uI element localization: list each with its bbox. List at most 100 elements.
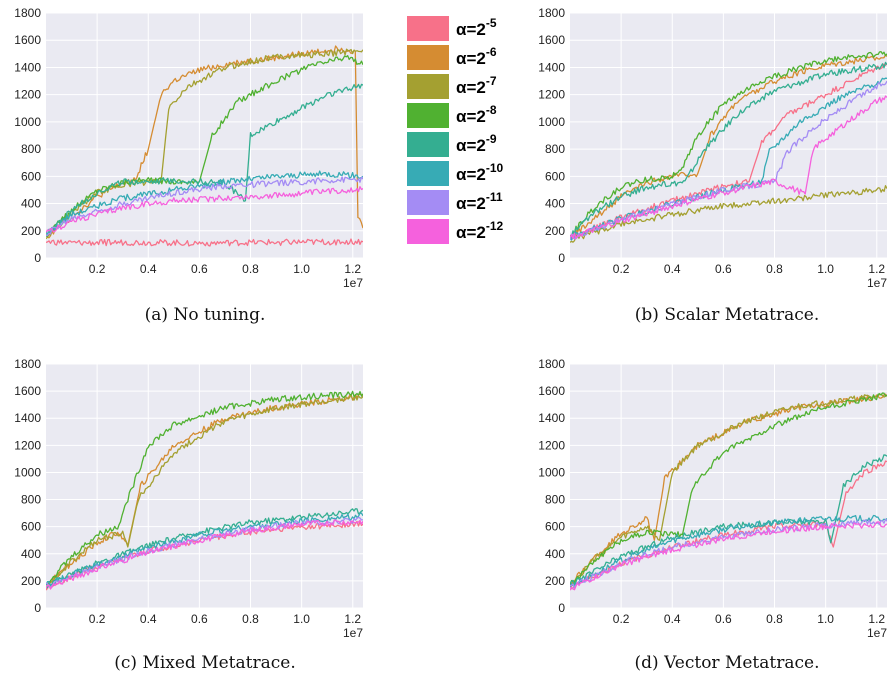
- y-tick-label: 800: [21, 493, 41, 507]
- chart-panel-d: 0 200 400 600 800 1000 1200 1400 1600 1800 0.2 0.4 0…: [538, 357, 887, 673]
- legend-swatch: [407, 132, 449, 157]
- y-tick-label: 1400: [538, 411, 565, 425]
- chart-panel-b: 0 200 400 600 800 1000 1200 1400 1600 1800 0.2 0.4 0…: [538, 6, 887, 325]
- series-line-2-7: [46, 394, 363, 589]
- series-line-2-8: [570, 50, 887, 238]
- y-tick-label: 800: [21, 142, 41, 156]
- y-tick-label: 1000: [538, 115, 565, 129]
- y-tick-label: 800: [545, 142, 565, 156]
- series-line-2-5: [46, 238, 363, 247]
- panel-caption: (b) Scalar Metatrace.: [635, 305, 819, 325]
- y-tick-label: 600: [545, 169, 565, 183]
- legend-swatch: [407, 161, 449, 186]
- series-line-2-9: [570, 61, 887, 240]
- y-tick-label: 1800: [14, 6, 41, 20]
- x-tick-label: 0.4: [664, 262, 681, 276]
- y-tick-label: 600: [21, 520, 41, 534]
- y-tick-label: 1800: [538, 357, 565, 371]
- y-tick-label: 1800: [538, 6, 565, 20]
- legend-swatch: [407, 219, 449, 244]
- y-tick-label: 1600: [14, 33, 41, 47]
- x-tick-label: 0.4: [140, 262, 157, 276]
- y-tick-label: 400: [545, 547, 565, 561]
- y-tick-label: 0: [34, 601, 41, 615]
- y-tick-label: 1200: [14, 438, 41, 452]
- y-tick-label: 600: [545, 520, 565, 534]
- x-tick-label: 0.2: [613, 612, 630, 626]
- y-tick-label: 200: [545, 574, 565, 588]
- y-tick-label: 1400: [14, 411, 41, 425]
- series-line-2-8: [46, 390, 363, 586]
- x-tick-label: 0.6: [715, 262, 732, 276]
- x-tick-label: 0.6: [715, 612, 732, 626]
- y-tick-label: 1600: [538, 33, 565, 47]
- panel-caption: (a) No tuning.: [145, 305, 266, 325]
- y-tick-label: 1000: [14, 465, 41, 479]
- legend: α=2-5 α=2-6 α=2-7 α=2-8 α=2-9 α=2-10 α=2-11 α=2…: [407, 16, 504, 244]
- x-tick-label: 0.6: [191, 262, 208, 276]
- legend-swatch: [407, 45, 449, 70]
- x-multiplier-label: 1e7: [343, 626, 363, 640]
- x-tick-label: 1.2: [344, 612, 361, 626]
- x-tick-label: 0.8: [766, 262, 783, 276]
- chart-panel-a: 0 200 400 600 800 1000 1200 1400 1600 1800 0.2 0.4 0…: [14, 6, 363, 325]
- y-tick-label: 400: [21, 197, 41, 211]
- y-tick-label: 1200: [538, 88, 565, 102]
- plot-background: [570, 364, 887, 608]
- x-tick-label: 1.0: [293, 612, 310, 626]
- series-line-2-7: [570, 393, 887, 587]
- legend-label: α=2-12: [456, 219, 504, 242]
- legend-label: α=2-11: [456, 190, 503, 213]
- series-line-2-9: [46, 508, 363, 589]
- x-tick-label: 1.2: [868, 262, 885, 276]
- series-line-2-5: [570, 460, 887, 590]
- x-tick-label: 0.8: [242, 262, 259, 276]
- x-multiplier-label: 1e7: [867, 276, 887, 290]
- x-tick-label: 1.0: [817, 612, 834, 626]
- y-tick-label: 1800: [14, 357, 41, 371]
- y-tick-label: 400: [545, 197, 565, 211]
- series-line-2-12: [570, 521, 887, 591]
- legend-label: α=2-5: [456, 16, 497, 39]
- y-tick-label: 1000: [538, 465, 565, 479]
- y-tick-label: 200: [21, 224, 41, 238]
- legend-swatch: [407, 103, 449, 128]
- legend-swatch: [407, 74, 449, 99]
- x-tick-label: 0.6: [191, 612, 208, 626]
- x-multiplier-label: 1e7: [867, 626, 887, 640]
- x-tick-label: 0.4: [664, 612, 681, 626]
- x-tick-label: 1.2: [344, 262, 361, 276]
- series-line-2-7: [570, 185, 887, 243]
- x-tick-label: 0.8: [242, 612, 259, 626]
- y-tick-label: 1400: [14, 60, 41, 74]
- series-line-2-6: [46, 393, 363, 587]
- x-tick-label: 0.4: [140, 612, 157, 626]
- y-tick-label: 600: [21, 169, 41, 183]
- chart-panel-c: 0 200 400 600 800 1000 1200 1400 1600 1800 0.2 0.4 0…: [14, 357, 363, 673]
- y-tick-label: 200: [545, 224, 565, 238]
- y-tick-label: 200: [21, 574, 41, 588]
- y-tick-label: 400: [21, 547, 41, 561]
- y-tick-label: 1600: [14, 384, 41, 398]
- series-line-2-9: [570, 454, 887, 586]
- legend-label: α=2-10: [456, 161, 504, 184]
- legend-label: α=2-6: [456, 45, 497, 68]
- legend-label: α=2-8: [456, 103, 497, 126]
- plot-background: [46, 13, 363, 258]
- legend-label: α=2-9: [456, 132, 497, 155]
- legend-label: α=2-7: [456, 74, 497, 97]
- legend-swatch: [407, 190, 449, 215]
- y-tick-label: 0: [34, 251, 41, 265]
- x-tick-label: 1.0: [817, 262, 834, 276]
- series-line-2-7: [46, 48, 363, 240]
- y-tick-label: 0: [558, 251, 565, 265]
- y-tick-label: 800: [545, 493, 565, 507]
- legend-swatch: [407, 16, 449, 41]
- y-tick-label: 1200: [538, 438, 565, 452]
- y-tick-label: 1600: [538, 384, 565, 398]
- series-line-2-9: [46, 83, 363, 237]
- series-line-2-12: [570, 95, 887, 240]
- series-line-2-8: [570, 392, 887, 586]
- x-tick-label: 0.2: [89, 262, 106, 276]
